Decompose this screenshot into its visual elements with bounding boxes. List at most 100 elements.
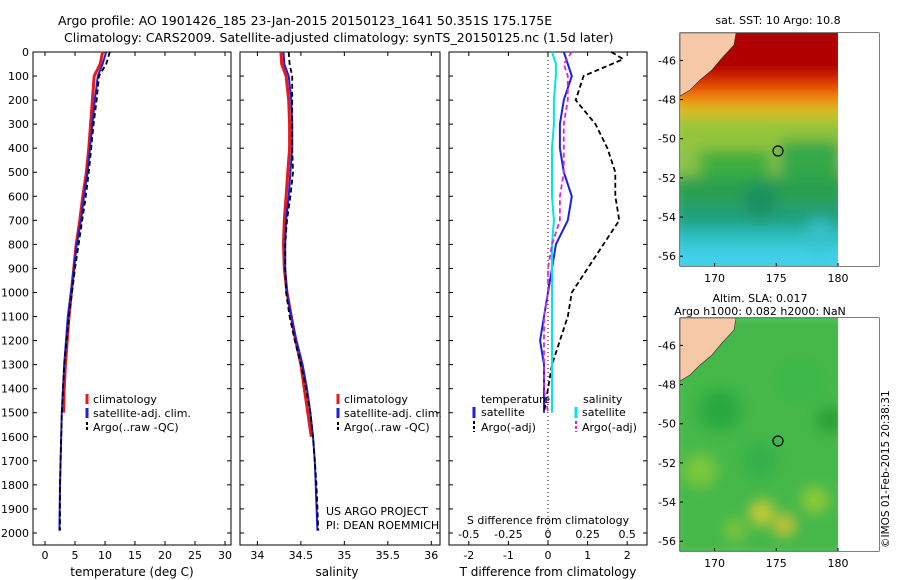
salinity-depth-ticks xyxy=(240,51,440,534)
depth-tick-label: 1800 xyxy=(1,479,29,492)
sst-field xyxy=(680,33,838,266)
x-tick-label: -2 xyxy=(463,549,474,562)
depth-tick-label: 1300 xyxy=(1,359,29,372)
sst-map-ticks: 170 175 180 -46 -48 -50 -52 -54 -56 xyxy=(658,54,848,285)
sst-map-title: sat. SST: 10 Argo: 10.8 xyxy=(715,14,840,27)
x-tick-label: 0 xyxy=(42,549,49,562)
lat-tick-label: -46 xyxy=(658,54,676,67)
salinity-diff-tick-label: 0.25 xyxy=(575,528,600,541)
legend-label-satellite: satellite-adj. clim. xyxy=(344,407,442,420)
series-line-temperature-argo-adj- xyxy=(543,51,626,413)
depth-tick-label: 1900 xyxy=(1,503,29,516)
x-tick-label: 2 xyxy=(624,549,631,562)
sla-map-panel: Altim. SLA: 0.017 Argo h1000: 0.082 h200… xyxy=(658,292,880,570)
sla-map-ticks: 170 175 180 -46 -48 -50 -52 -54 -56 xyxy=(658,339,848,570)
salinity-diff-tick-label: 0 xyxy=(545,528,552,541)
t-difference-label: T difference from climatology xyxy=(459,565,637,579)
legend-label-satellite: satellite-adj. clim. xyxy=(93,407,191,420)
depth-tick-label: 1400 xyxy=(1,383,29,396)
salinity-difference-ticks: -0.5 -0.25 0 0.25 0.5 xyxy=(458,528,636,541)
sla-map-title: Altim. SLA: 0.017 xyxy=(712,292,807,305)
sla-field xyxy=(680,318,838,551)
lon-tick-label: 170 xyxy=(704,557,725,570)
difference-x-ticks: -2 -1 0 1 2 xyxy=(463,52,631,562)
project-credit-line2: PI: DEAN ROEMMICH xyxy=(326,519,439,532)
salinity-diff-tick-label: -0.5 xyxy=(458,528,479,541)
lat-tick-label: -54 xyxy=(658,211,676,224)
salinity-legend: climatology satellite-adj. clim. Argo(..… xyxy=(336,393,442,434)
depth-tick-label: 800 xyxy=(8,238,29,251)
x-tick-label: 10 xyxy=(98,549,112,562)
salinity-x-ticks: 34 34.5 35 35.5 36 xyxy=(250,52,438,562)
legend-label-s-satellite: satellite xyxy=(582,406,626,419)
series-line-satellite-adj-clim- xyxy=(58,51,108,531)
land-mass xyxy=(680,33,737,97)
salinity-axes-box xyxy=(239,51,441,546)
lon-tick-label: 175 xyxy=(766,272,787,285)
x-tick-label: 36 xyxy=(424,549,438,562)
series-line-climatology xyxy=(62,51,105,413)
difference-series xyxy=(539,51,626,413)
land-mass xyxy=(680,318,737,382)
x-tick-label: 35.5 xyxy=(376,549,401,562)
salinity-x-label: salinity xyxy=(315,565,358,579)
depth-tick-label: 1600 xyxy=(1,431,29,444)
series-line-argo-raw-qc- xyxy=(59,51,111,531)
temperature-series xyxy=(58,51,111,531)
x-tick-label: 5 xyxy=(72,549,79,562)
series-line-salinity-argo-adj- xyxy=(543,51,573,413)
x-tick-label: 30 xyxy=(218,549,232,562)
lon-tick-label: 180 xyxy=(828,557,849,570)
lat-tick-label: -56 xyxy=(658,250,676,263)
lat-tick-label: -52 xyxy=(658,172,676,185)
figure-title-line2: Climatology: CARS2009. Satellite-adjuste… xyxy=(64,30,614,45)
legend-title-salinity: salinity xyxy=(583,393,623,406)
lon-tick-label: 180 xyxy=(828,272,849,285)
temperature-x-label: temperature (deg C) xyxy=(70,565,193,579)
x-tick-label: 25 xyxy=(188,549,202,562)
depth-tick-label: 1700 xyxy=(1,455,29,468)
x-tick-label: 15 xyxy=(128,549,142,562)
lat-tick-label: -54 xyxy=(658,496,676,509)
temperature-legend: climatology satellite-adj. clim. Argo(..… xyxy=(85,393,191,434)
depth-tick-label: 1500 xyxy=(1,407,29,420)
x-tick-label: -1 xyxy=(503,549,514,562)
salinity-panel: 34 34.5 35 35.5 36 climatology satellite-adj… xyxy=(239,51,442,579)
temperature-axes-box xyxy=(32,51,232,546)
x-tick-label: 20 xyxy=(158,549,172,562)
legend-label-s-argo: Argo(-adj) xyxy=(582,421,637,434)
series-line-temperature-satellite xyxy=(539,51,573,413)
lon-tick-label: 175 xyxy=(766,557,787,570)
depth-tick-label: 300 xyxy=(8,118,29,131)
series-line-salinity-satellite xyxy=(551,51,557,413)
lat-tick-label: -50 xyxy=(658,418,676,431)
series-line-argo-raw-qc- xyxy=(284,51,320,531)
depth-tick-label: 200 xyxy=(8,94,29,107)
x-tick-label: 34 xyxy=(250,549,264,562)
x-tick-label: 34.5 xyxy=(289,549,314,562)
difference-legend: temperature salinity satellite Argo(-adj… xyxy=(472,393,637,434)
argo-float-marker xyxy=(772,435,784,447)
argo-float-marker xyxy=(772,145,784,157)
imos-timestamp: ©IMOS 01-Feb-2015 20:38:31 xyxy=(880,390,892,548)
series-line-climatology xyxy=(279,51,313,438)
depth-tick-label: 1200 xyxy=(1,335,29,348)
difference-depth-ticks xyxy=(449,51,647,534)
difference-panel: -2 -1 0 1 2 temperature salinity satellite A… xyxy=(448,51,648,579)
lat-tick-label: -56 xyxy=(658,535,676,548)
legend-title-temperature: temperature xyxy=(481,393,550,406)
legend-label-climatology: climatology xyxy=(344,393,408,406)
temperature-panel: 0100200300400500600700800900100011001200… xyxy=(1,46,232,579)
depth-tick-label: 1100 xyxy=(1,311,29,324)
depth-tick-label: 2000 xyxy=(1,527,29,540)
depth-tick-label: 500 xyxy=(8,166,29,179)
salinity-series xyxy=(279,51,320,531)
x-tick-label: 1 xyxy=(584,549,591,562)
sla-map-subtitle: Argo h1000: 0.082 h2000: NaN xyxy=(674,305,846,318)
lon-tick-label: 170 xyxy=(704,272,725,285)
legend-label-climatology: climatology xyxy=(93,393,157,406)
salinity-diff-tick-label: -0.25 xyxy=(494,528,522,541)
depth-tick-label: 600 xyxy=(8,190,29,203)
legend-label-argo: Argo(..raw -QC) xyxy=(344,421,430,434)
